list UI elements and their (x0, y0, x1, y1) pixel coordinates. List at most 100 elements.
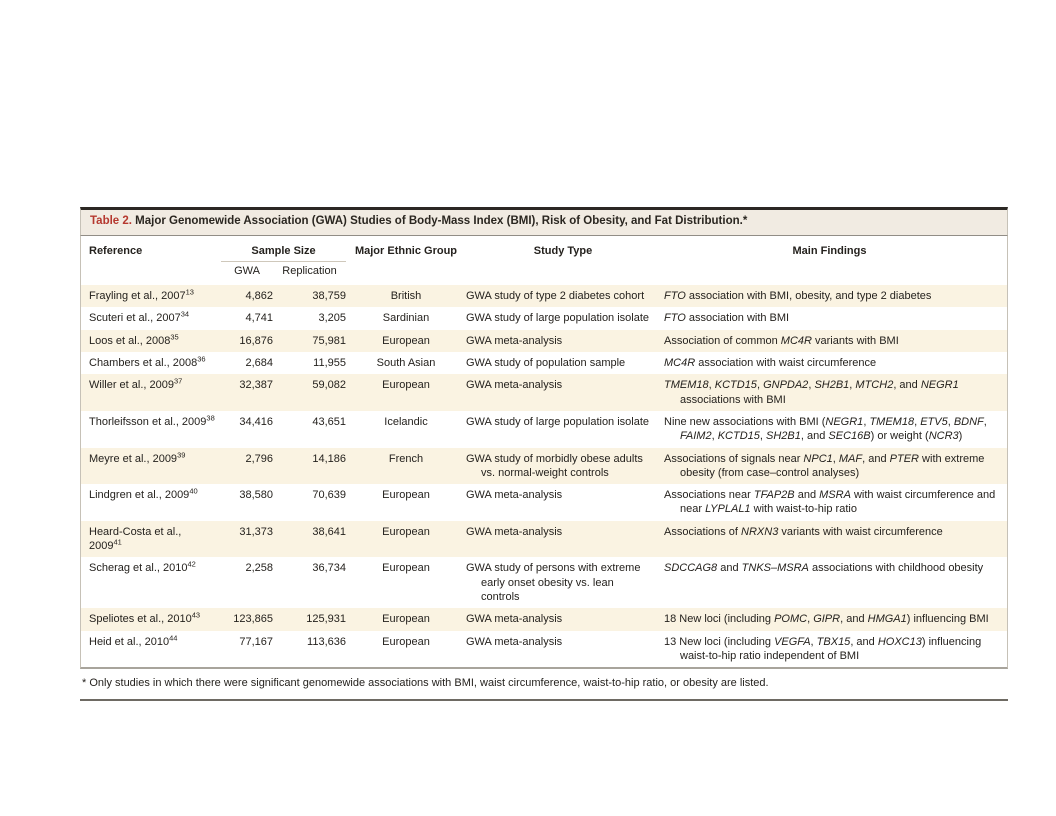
findings-text: association with BMI, obesity, and type … (685, 290, 932, 303)
findings-text: Associations of signals near (664, 452, 804, 465)
ethnic-group-cell: European (382, 379, 430, 392)
main-findings-cell: 18 New loci (including POMC, GIPR, and H… (660, 612, 999, 626)
study-type-cell: GWA meta-analysis (466, 525, 563, 538)
table-row: Chambers et al., 200836 2,684 11,955 South … (81, 352, 1007, 374)
findings-text: , and (850, 635, 878, 648)
reference-citation-superscript: 13 (185, 287, 194, 297)
gene-name: HOXC13 (877, 635, 922, 648)
reference-citation-superscript: 40 (189, 486, 198, 496)
main-findings-cell: TMEM18, KCTD15, GNPDA2, SH2B1, MTCH2, an… (660, 378, 999, 407)
gwa-sample-size-cell: 2,796 (245, 452, 273, 465)
gwa-sample-size-cell: 16,876 (239, 334, 273, 347)
reference-citation-superscript: 43 (191, 610, 201, 620)
study-type-cell: GWA study of morbidly obese adults vs. n… (466, 452, 643, 479)
replication-sample-size-cell: 70,639 (312, 489, 346, 502)
table-row: Heid et al., 201044 77,167 113,636 European… (81, 631, 1007, 668)
gene-name: TBX15 (816, 635, 851, 648)
gene-name: GIPR (813, 613, 841, 626)
col-subheader-replication: Replication (282, 264, 337, 277)
study-type-cell: GWA study of large population isolate (466, 312, 650, 325)
reference-citation-superscript: 34 (180, 309, 190, 319)
replication-sample-size-cell: 36,734 (312, 562, 346, 575)
gene-name: POMC (774, 613, 808, 626)
reference-citation-superscript: 36 (197, 354, 206, 364)
table-row: Heard-Costa et al., 200941 31,373 38,641 Eu… (81, 520, 1007, 558)
reference-cell: Loos et al., 200835 (89, 332, 179, 347)
findings-text: , (807, 613, 814, 626)
study-type-cell: GWA study of population sample (466, 357, 626, 370)
table-row: Scuteri et al., 200734 4,741 3,205 Sardinia… (81, 307, 1007, 329)
gwa-sample-size-cell: 4,741 (245, 312, 273, 325)
col-header-main-findings: Main Findings (792, 244, 867, 257)
gene-name: NRXN3 (741, 525, 779, 538)
ethnic-group-cell: European (382, 334, 430, 347)
replication-sample-size-cell: 125,931 (306, 613, 346, 626)
replication-sample-size-cell: 38,641 (312, 525, 346, 538)
ethnic-group-cell: Sardinian (382, 312, 430, 325)
reference-cell: Scherag et al., 201042 (89, 559, 196, 575)
main-findings-cell: 13 New loci (including VEGFA, TBX15, and… (660, 635, 999, 664)
gene-name: FTO (664, 290, 686, 303)
gene-name: FAIM2 (680, 430, 712, 443)
findings-text: Associations near (664, 489, 754, 502)
gene-name: MSRA (819, 489, 851, 502)
reference-citation-superscript: 38 (206, 413, 215, 423)
table-2: Table 2. Major Genomewide Association (G… (80, 207, 1008, 702)
findings-text: ) influencing waist-to-hip ratio indepen… (680, 635, 982, 662)
gene-name: MAF (838, 452, 863, 465)
gene-name: MTCH2 (855, 379, 894, 392)
reference-citation-superscript: 39 (177, 449, 186, 459)
study-type-cell: GWA meta-analysis (466, 635, 563, 648)
gwa-sample-size-cell: 2,684 (245, 357, 273, 370)
findings-text: variants with waist circumference (778, 525, 943, 538)
main-findings-cell: Associations of signals near NPC1, MAF, … (660, 452, 999, 481)
study-type-cell: GWA meta-analysis (466, 613, 563, 626)
main-findings-cell: Association of common MC4R variants with… (660, 334, 999, 348)
gene-name: SDCCAG8 (664, 562, 718, 575)
gene-name: NPC1 (803, 452, 833, 465)
reference-cell: Lindgren et al., 200940 (89, 486, 198, 502)
gwa-sample-size-cell: 2,258 (245, 562, 273, 575)
study-type-cell: GWA study of type 2 diabetes cohort (466, 290, 645, 303)
gene-name: LYPLAL1 (705, 503, 751, 516)
replication-sample-size-cell: 11,955 (313, 357, 346, 370)
findings-text: , (832, 452, 839, 465)
table-row: Scherag et al., 201042 2,258 36,734 Europea… (81, 557, 1007, 608)
reference-cell: Meyre et al., 200939 (89, 449, 186, 465)
findings-text: Associations of (664, 525, 742, 538)
gene-name: BDNF (953, 415, 984, 428)
ethnic-group-cell: European (382, 525, 430, 538)
findings-text: association with waist circumference (695, 357, 877, 370)
table-title-bar: Table 2. Major Genomewide Association (G… (80, 207, 1008, 236)
findings-text: variants with BMI (811, 334, 899, 347)
findings-text: associations with BMI (680, 393, 786, 406)
gene-name: PTER (889, 452, 919, 465)
reference-citation-superscript: 42 (187, 559, 196, 569)
findings-text: , (808, 379, 815, 392)
findings-text: ) (958, 430, 963, 443)
reference-citation-superscript: 41 (113, 537, 122, 547)
findings-text: with waist circumference and near (680, 489, 996, 516)
reference-cell: Willer et al., 200937 (89, 376, 183, 392)
main-findings-cell: Associations of NRXN3 variants with wais… (660, 525, 999, 554)
findings-text: , (863, 415, 870, 428)
findings-text: , and (893, 379, 921, 392)
ethnic-group-cell: European (382, 613, 430, 626)
findings-text: Association of common (664, 334, 781, 347)
subheader-row: GWA Replication (81, 262, 1007, 285)
gene-name: SH2B1 (814, 379, 850, 392)
gene-name: KCTD15 (717, 430, 760, 443)
gene-name: ETV5 (920, 415, 948, 428)
findings-text: 13 New loci (including (664, 635, 775, 648)
findings-text: associations with childhood obesity (808, 562, 984, 575)
gene-name: VEGFA (774, 635, 811, 648)
findings-text: , (914, 415, 921, 428)
gwa-sample-size-cell: 32,387 (239, 379, 273, 392)
gene-name: TMEM18 (869, 415, 915, 428)
replication-sample-size-cell: 59,082 (312, 379, 346, 392)
col-header-ethnic-group: Major Ethnic Group (354, 244, 458, 257)
col-header-sample-size: Sample Size (221, 245, 346, 262)
gene-name: FTO (664, 312, 686, 325)
gene-name: KCTD15 (714, 379, 757, 392)
gene-name: SEC16B (828, 430, 871, 443)
